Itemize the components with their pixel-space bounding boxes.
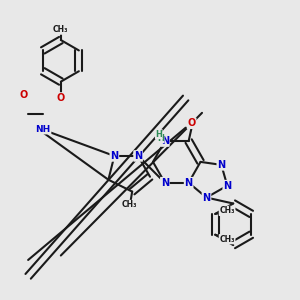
Text: O: O bbox=[57, 93, 65, 103]
Text: CH₃: CH₃ bbox=[53, 25, 69, 34]
Text: N: N bbox=[223, 181, 231, 191]
Text: CH₃: CH₃ bbox=[122, 200, 137, 209]
Text: N: N bbox=[134, 151, 142, 161]
Text: N: N bbox=[110, 151, 118, 161]
Text: O: O bbox=[20, 90, 28, 100]
Text: N: N bbox=[217, 160, 225, 170]
Text: N: N bbox=[161, 178, 169, 188]
Text: O: O bbox=[188, 118, 196, 128]
Text: H: H bbox=[155, 130, 162, 139]
Text: H: H bbox=[157, 134, 164, 142]
Text: NH: NH bbox=[35, 125, 51, 134]
Text: CH₃: CH₃ bbox=[219, 235, 235, 244]
Text: N: N bbox=[161, 136, 169, 146]
Text: N: N bbox=[202, 193, 211, 202]
Text: N: N bbox=[184, 178, 193, 188]
Text: CH₃: CH₃ bbox=[219, 206, 235, 215]
